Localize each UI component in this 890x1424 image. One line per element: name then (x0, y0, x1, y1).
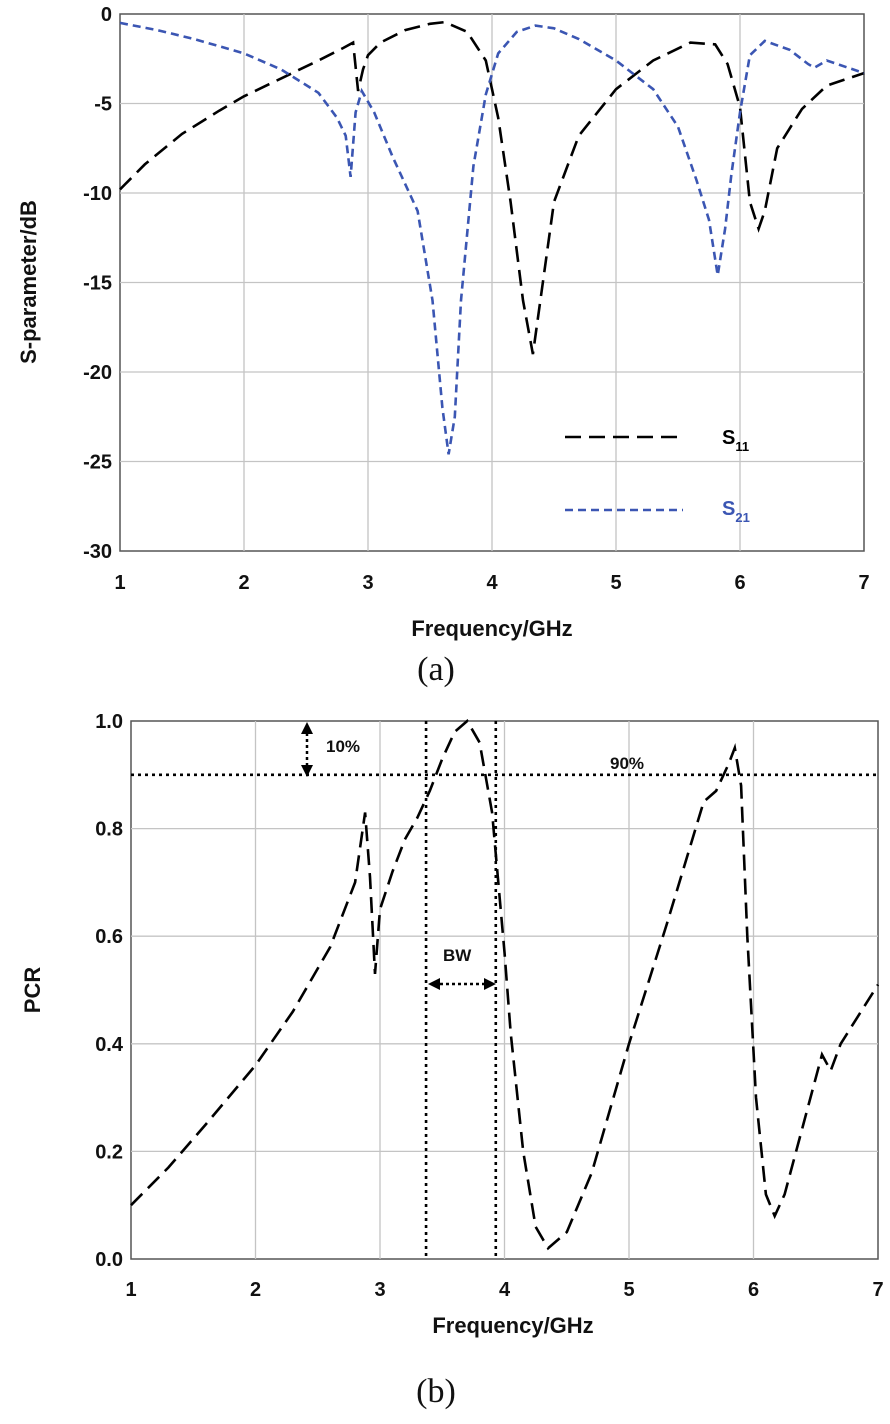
y-tick-label-b: 0.8 (95, 819, 123, 841)
series-line-s11 (119, 20, 865, 355)
chart-panel-b: 1 2 3 4 5 6 7 1.0 0.8 0.6 0.4 0.2 0.0 10% 90% BW PCR… (20, 711, 884, 1410)
y-tick-label-b: 1.0 (95, 711, 123, 733)
x-tick-label-a: 1 (114, 572, 125, 594)
y-tick-label-a: -20 (83, 362, 112, 384)
threshold-label: 90% (610, 754, 644, 773)
x-tick-label-a: 7 (858, 572, 869, 594)
x-tick-label-b: 2 (250, 1279, 261, 1301)
x-tick-label-b: 5 (623, 1279, 634, 1301)
legend-s21-base: S (722, 498, 735, 520)
tick-labels: 1 2 3 4 5 6 7 0 -5 -10 -15 -20 -25 -30 (83, 4, 869, 594)
bandwidth-arrow-head-right (484, 978, 496, 990)
x-tick-label-b: 7 (872, 1279, 883, 1301)
legend-label-s21: S21 (722, 498, 750, 525)
chart-panel-a: 1 2 3 4 5 6 70-5-10-15-20-25-30 S11 S21 S-para… (16, 4, 870, 688)
tick-labels: 1 2 3 4 5 6 7 1.0 0.8 0.6 0.4 0.2 0.0 (95, 711, 883, 1301)
legend-s21-sub: 21 (735, 510, 749, 525)
x-tick-label-b: 6 (748, 1279, 759, 1301)
bandwidth-label: BW (443, 946, 472, 965)
y-tick-label-b: 0.6 (95, 926, 123, 948)
legend-s11-sub: 11 (735, 439, 749, 454)
series-line-s21 (119, 21, 865, 455)
margin-arrow-head-up (301, 722, 313, 734)
y-tick-label-b: 0.2 (95, 1141, 123, 1163)
y-axis-label-b: PCR (20, 967, 45, 1014)
y-tick-label-a: -25 (83, 452, 112, 474)
x-tick-label-a: 3 (362, 572, 373, 594)
panel-caption-a: (a) (417, 651, 455, 688)
y-tick-label-a: -30 (83, 541, 112, 563)
legend: S11 S21 (565, 427, 750, 525)
legend-s11-base: S (722, 427, 735, 449)
y-tick-label-b: 0.4 (95, 1034, 124, 1056)
grid-lines (131, 721, 878, 1259)
x-tick-label-b: 3 (374, 1279, 385, 1301)
x-tick-label-a: 2 (238, 572, 249, 594)
x-axis-label-a: Frequency/GHz (411, 616, 572, 641)
legend-label-s11: S11 (722, 427, 749, 454)
x-tick-label-b: 1 (125, 1279, 136, 1301)
bandwidth-arrow (428, 978, 496, 990)
bandwidth-arrow-head-left (428, 978, 440, 990)
x-tick-label-a: 6 (734, 572, 745, 594)
series-line-pcr (130, 718, 880, 1251)
y-tick-label-a: -10 (83, 183, 112, 205)
y-tick-label-a: 0 (101, 4, 112, 26)
y-tick-label-a: -15 (83, 273, 112, 295)
x-tick-label-a: 4 (486, 572, 498, 594)
x-tick-label-b: 4 (499, 1279, 511, 1301)
margin-arrow-head-down (301, 765, 313, 777)
margin-label: 10% (326, 737, 360, 756)
margin-arrow (301, 722, 313, 777)
y-tick-label-a: -5 (94, 94, 112, 116)
y-axis-label-a: S-parameter/dB (16, 200, 41, 364)
x-tick-label-a: 5 (610, 572, 621, 594)
panel-caption-b: (b) (416, 1373, 456, 1410)
y-tick-label-b: 0.0 (95, 1249, 123, 1271)
x-axis-label-b: Frequency/GHz (432, 1313, 593, 1338)
